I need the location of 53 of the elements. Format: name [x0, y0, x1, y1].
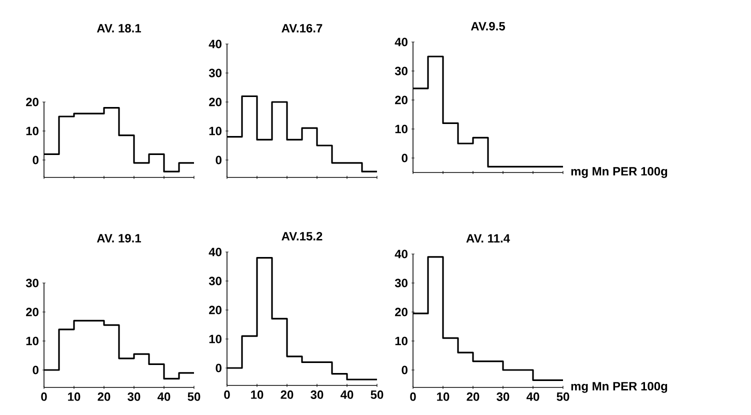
- y-tick-label: 0: [216, 156, 222, 164]
- x-tick-label: 20: [98, 392, 110, 401]
- y-tick-label: 40: [394, 250, 408, 258]
- y-tick-label: 20: [26, 98, 38, 106]
- y-tick-label: 20: [209, 98, 222, 106]
- x-tick-label: 10: [437, 392, 450, 401]
- y-tick-label: 10: [26, 126, 38, 136]
- x-tick-label: 0: [410, 392, 416, 401]
- chart-title: AV.16.7: [282, 24, 322, 32]
- y-tick-label: 10: [395, 124, 408, 134]
- x-tick-label: 50: [370, 390, 384, 399]
- y-tick-label: 10: [26, 336, 38, 346]
- x-tick-label: 0: [224, 390, 230, 399]
- y-tick-label: 20: [395, 96, 408, 104]
- y-tick-label: 0: [402, 154, 408, 162]
- y-tick-label: 20: [26, 308, 38, 316]
- y-tick-label: 40: [208, 40, 222, 48]
- x-tick-label: 40: [158, 392, 170, 401]
- x-tick-label: 0: [41, 392, 47, 401]
- y-tick-label: 30: [394, 66, 408, 76]
- x-tick-label: 50: [188, 392, 200, 401]
- x-axis-title: mg Mn PER 100g: [571, 382, 668, 393]
- x-tick-label: 20: [466, 392, 480, 401]
- y-tick-label: 30: [208, 68, 222, 78]
- y-tick-label: 30: [208, 276, 222, 286]
- y-tick-label: 10: [209, 126, 222, 136]
- x-tick-label: 30: [310, 390, 324, 399]
- x-tick-label: 40: [340, 390, 354, 399]
- y-tick-label: 30: [394, 278, 408, 288]
- x-tick-label: 10: [68, 392, 80, 401]
- x-tick-label: 30: [128, 392, 140, 401]
- chart-title: AV. 19.1: [96, 234, 142, 242]
- y-tick-label: 30: [26, 278, 38, 288]
- y-tick-label: 20: [395, 308, 408, 316]
- chart-title: AV.15.2: [282, 232, 322, 240]
- y-tick-label: 40: [394, 38, 408, 46]
- y-tick-label: 10: [395, 336, 408, 346]
- y-tick-label: 0: [402, 366, 408, 374]
- chart-title: AV. 18.1: [96, 24, 142, 32]
- x-tick-label: 30: [496, 392, 510, 401]
- x-tick-label: 40: [526, 392, 540, 401]
- x-tick-label: 50: [556, 392, 570, 401]
- y-tick-label: 0: [32, 366, 38, 374]
- chart-title: AV. 11.4: [466, 234, 510, 242]
- x-tick-label: 20: [280, 390, 294, 399]
- y-tick-label: 0: [32, 156, 38, 164]
- x-axis-title: mg Mn PER 100g: [571, 167, 668, 178]
- x-tick-label: 10: [251, 390, 264, 399]
- y-tick-label: 20: [209, 306, 222, 314]
- chart-title: AV.9.5: [470, 22, 506, 30]
- y-tick-label: 40: [208, 248, 222, 256]
- y-tick-label: 0: [216, 364, 222, 372]
- y-tick-label: 10: [209, 334, 222, 344]
